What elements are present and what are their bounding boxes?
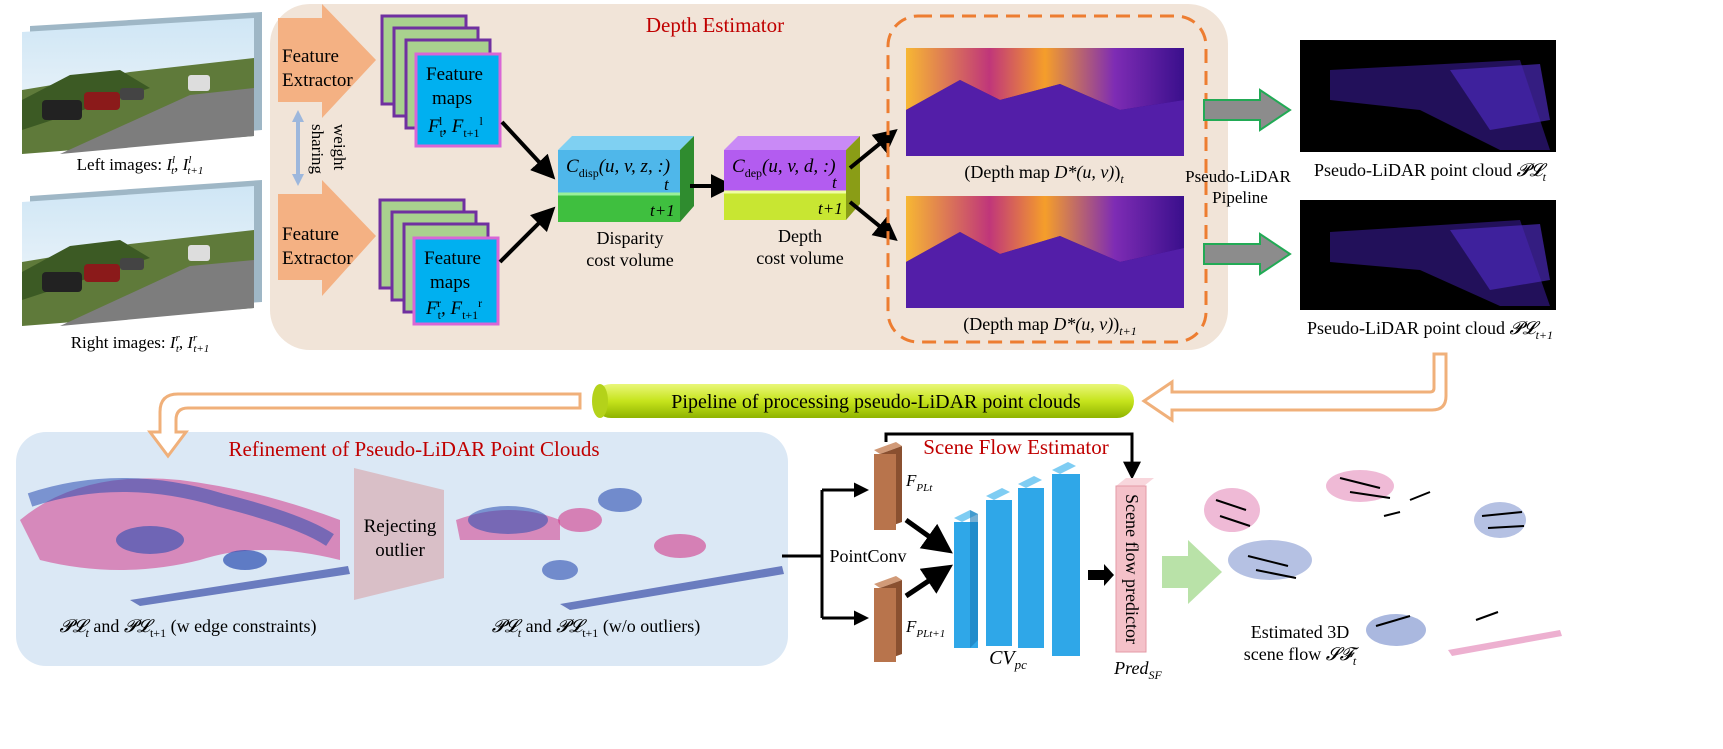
pseudo-lidar-cloud-t1 — [1300, 200, 1556, 310]
rejecting-outlier-label-1: Rejecting — [364, 516, 437, 537]
cv-label: CVpc — [989, 647, 1027, 672]
feature-maps-top: Feature maps Ftl, Ft+1l — [380, 14, 502, 148]
svg-text:maps: maps — [430, 272, 470, 293]
depth-map-t-caption: (Depth map D*(u, v))t — [964, 162, 1124, 186]
arrow-dep-to-map-t — [848, 128, 898, 170]
hollow-arrow-left — [147, 392, 582, 459]
pipeline-arrow-top — [1203, 88, 1292, 132]
feature-top-label: FPLt — [905, 471, 933, 494]
depth-estimator-title: Depth Estimator — [646, 13, 784, 37]
cv-blocks — [954, 462, 1080, 656]
rejecting-outlier-block — [354, 468, 444, 600]
scene-flow-predictor-label: Scene flow predictor — [1122, 494, 1142, 644]
svg-text:t: t — [832, 173, 838, 192]
svg-text:Ftr, Ft+1r: Ftr, Ft+1r — [425, 296, 482, 322]
pseudo-lidar-pipeline-label-1: Pseudo-LiDAR — [1185, 167, 1291, 186]
right-images — [22, 180, 262, 326]
feature-block-bottom — [874, 576, 902, 662]
arrow-fmap-bottom-to-disp — [498, 206, 556, 264]
feature-bottom-label: FPLt+1 — [905, 617, 945, 640]
pred-sf-label: PredSF — [1113, 658, 1162, 682]
pseudo-lidar-cloud-t1-caption: Pseudo-LiDAR point cloud 𝓟𝓛t+1 — [1307, 318, 1553, 342]
pseudo-lidar-cloud-t-caption: Pseudo-LiDAR point cloud 𝓟𝓛t — [1314, 160, 1547, 184]
left-images-caption: Left images: Il t, Il t+1 — [77, 154, 204, 177]
estimated-flow-label-1: Estimated 3D — [1251, 622, 1349, 642]
svg-text:Feature: Feature — [282, 46, 339, 67]
arrow-top-to-cv — [904, 517, 953, 554]
pseudo-lidar-cloud-t — [1300, 40, 1556, 152]
refinement-caption-right: 𝓟𝓛t and 𝓟𝓛t+1 (w/o outliers) — [492, 616, 701, 640]
arrow-fmap-top-to-disp — [500, 120, 556, 180]
hollow-arrow-right — [1141, 352, 1448, 423]
depth-volume-caption-2: cost volume — [756, 248, 844, 268]
arrow-bottom-to-cv — [904, 564, 953, 599]
depth-map-t — [906, 48, 1184, 156]
scene-flow-title: Scene Flow Estimator — [923, 435, 1108, 459]
svg-text:Feature: Feature — [426, 64, 483, 85]
svg-text:maps: maps — [432, 88, 472, 109]
disparity-cost-volume: Cdisp(u, v, z, :) t t+1 — [558, 136, 694, 222]
pipeline-banner — [592, 384, 1134, 418]
pointconv-label: PointConv — [829, 546, 906, 566]
svg-text:Cdep(u, v, d, :): Cdep(u, v, d, :) — [732, 156, 836, 180]
right-images-caption: Right images: Ir t, Ir t+1 — [71, 332, 210, 355]
svg-text:Feature: Feature — [424, 248, 481, 269]
arrow-cv-to-predictor — [1088, 564, 1114, 586]
disparity-caption-1: Disparity — [597, 228, 664, 248]
svg-text:t+1: t+1 — [650, 201, 675, 220]
svg-text:Extractor: Extractor — [282, 70, 353, 91]
scene-flow-points — [1204, 470, 1562, 656]
disparity-caption-2: cost volume — [586, 250, 674, 270]
depth-cost-volume: Cdep(u, v, d, :) t t+1 — [724, 136, 860, 220]
cloud-without-outliers — [456, 488, 784, 610]
svg-text:t+1: t+1 — [818, 199, 843, 218]
refinement-caption-left: 𝓟𝓛t and 𝓟𝓛t+1 (w edge constraints) — [59, 616, 316, 640]
svg-text:t: t — [664, 175, 670, 194]
depth-map-t1 — [906, 196, 1184, 308]
weight-sharing-arrow — [292, 110, 304, 186]
svg-text:Feature: Feature — [282, 224, 339, 245]
refinement-title: Refinement of Pseudo-LiDAR Point Clouds — [229, 437, 600, 461]
svg-text:Extractor: Extractor — [282, 248, 353, 269]
pseudo-lidar-pipeline-label-2: Pipeline — [1212, 188, 1268, 207]
weight-sharing-label: weight — [330, 124, 349, 171]
depth-map-t1-caption: (Depth map D*(u, v))t+1 — [963, 314, 1136, 338]
pipeline-banner-text: Pipeline of processing pseudo-LiDAR poin… — [671, 391, 1081, 413]
feature-maps-bottom: Feature maps Ftr, Ft+1r — [378, 198, 500, 326]
svg-text:Ftl, Ft+1l: Ftl, Ft+1l — [427, 114, 484, 140]
estimated-flow-label-2: scene flow 𝓢𝓕t — [1244, 644, 1360, 668]
svg-text:Cdisp(u, v, z, :): Cdisp(u, v, z, :) — [566, 156, 670, 180]
rejecting-outlier-label-2: outlier — [375, 540, 425, 561]
big-green-arrow — [1162, 540, 1222, 604]
skip-connection — [884, 432, 1141, 480]
weight-sharing-label-2: sharing — [308, 124, 327, 175]
pointconv-connectors — [782, 482, 869, 626]
feature-extractor-bottom: Feature Extractor — [278, 180, 376, 296]
scene-flow-predictor — [1115, 478, 1154, 653]
left-images — [22, 12, 262, 154]
depth-volume-caption-1: Depth — [778, 226, 822, 246]
cloud-with-edges — [20, 478, 350, 606]
depth-maps-dashed-box — [886, 14, 1208, 344]
feature-extractor-top: Feature Extractor — [278, 4, 376, 118]
pipeline-arrow-bottom — [1203, 232, 1292, 276]
feature-block-top — [874, 442, 902, 530]
